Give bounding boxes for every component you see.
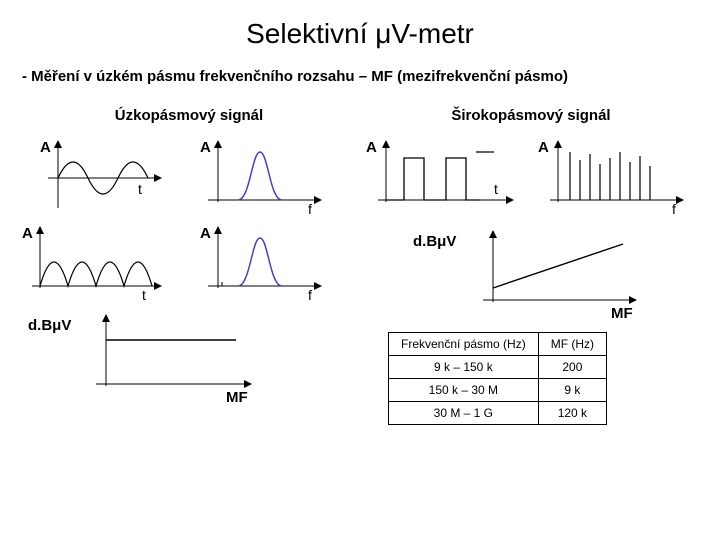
single-peak-plot: A f [178,138,328,216]
axis-t-label: t [142,287,146,302]
right-heading: Širokopásmový signál [360,107,702,124]
mf-cell: 120 k [538,402,606,425]
right-row-2: d.BμV MF [360,224,702,324]
page-subtitle: - Měření v úzkém pásmu frekvenčního rozs… [0,50,720,85]
table-row: 150 k – 30 M 9 k [389,379,607,402]
axis-a-label: A [22,225,33,242]
axis-mf-label: MF [611,305,633,322]
axis-a-label: A [40,139,51,156]
table-header-row: Frekvenční pásmo (Hz) MF (Hz) [389,333,607,356]
sine-time-plot: A t [18,138,168,216]
left-row-1: A t A f [18,138,360,216]
axis-a-label: A [366,139,377,156]
col1-header: Frekvenční pásmo (Hz) [389,333,539,356]
axis-f-label: f [672,201,676,216]
axis-mf-label: MF [226,389,248,406]
left-row-2: A t A f [18,224,360,302]
table-row: 30 M – 1 G 120 k [389,402,607,425]
square-pulse-plot: A t [360,138,520,216]
mf-cell: 9 k [538,379,606,402]
col2-header: MF (Hz) [538,333,606,356]
axis-f-label: f [308,201,312,216]
right-row-1: A t A f [360,138,702,216]
band-cell: 9 k – 150 k [389,356,539,379]
left-column: Úzkopásmový signál A t A f [18,107,360,425]
right-column: Širokopásmový signál A t A f [360,107,702,425]
axis-a-label: A [200,139,211,156]
single-peak-plot-2: A f [178,224,328,302]
page-title: Selektivní μV-metr [0,0,720,50]
axis-t-label: t [494,181,498,197]
left-row-3: d.BμV MF [18,310,360,406]
band-cell: 30 M – 1 G [389,402,539,425]
axis-dbuv-label: d.BμV [28,317,71,334]
mf-cell: 200 [538,356,606,379]
dbuv-flat-plot: d.BμV MF [18,310,278,406]
axis-f-label: f [308,287,312,302]
frequency-table: Frekvenční pásmo (Hz) MF (Hz) 9 k – 150 … [388,332,607,425]
dbuv-rising-plot: d.BμV MF [401,224,661,324]
axis-a-label: A [200,225,211,242]
left-heading: Úzkopásmový signál [18,107,360,124]
axis-dbuv-label: d.BμV [413,233,456,250]
rectified-sine-plot: A t [18,224,168,302]
band-cell: 150 k – 30 M [389,379,539,402]
comb-spectrum-plot: A f [530,138,690,216]
axis-a-label: A [538,139,549,156]
columns: Úzkopásmový signál A t A f [0,85,720,425]
axis-t-label: t [138,181,142,197]
table-row: 9 k – 150 k 200 [389,356,607,379]
